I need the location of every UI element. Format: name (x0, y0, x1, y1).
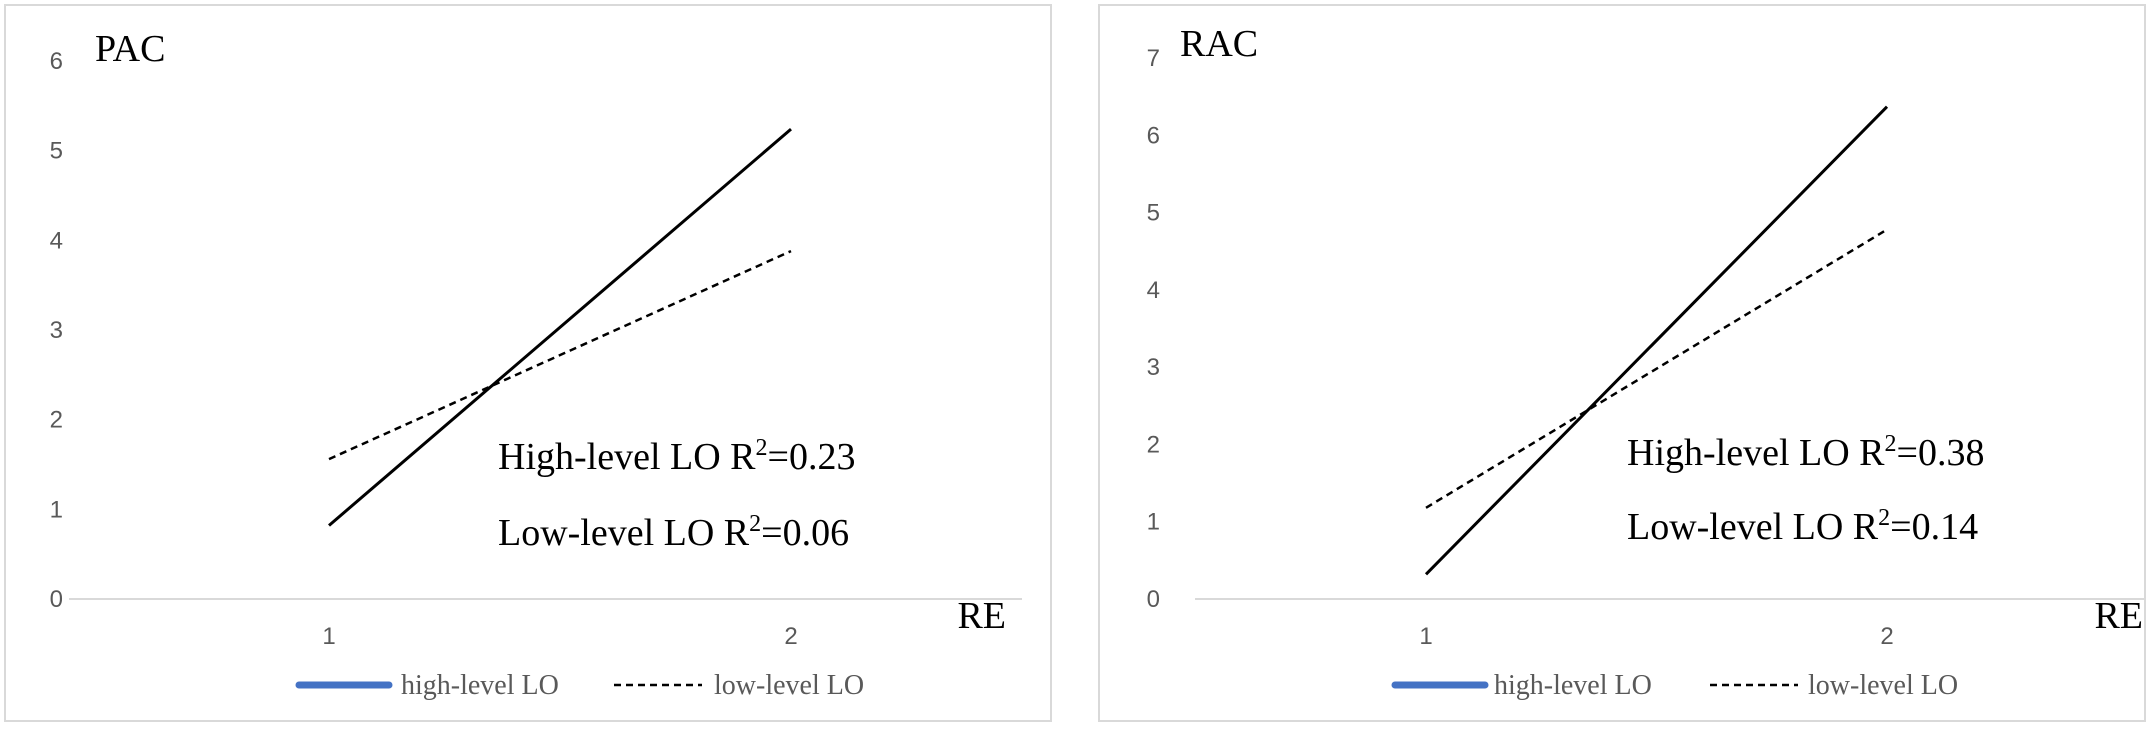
x-axis-title: RE (957, 595, 1006, 637)
r-squared-annotation: Low-level LO R2=0.06 (498, 511, 849, 554)
y-tick-label: 7 (1147, 45, 1160, 72)
chart-panel-pac: 0 1 2 3 4 5 6 1 2 PAC RE High-level LO R2=0.23 Low-l… (4, 4, 1052, 722)
legend-label-high-level: high-level LO (401, 670, 559, 701)
y-tick-label: 1 (50, 496, 63, 523)
x-tick-label: 2 (784, 623, 797, 650)
y-tick-label: 5 (50, 138, 63, 165)
x-tick-label: 2 (1880, 623, 1893, 650)
r-squared-annotation: High-level LO R2=0.23 (498, 435, 855, 478)
y-tick-label: 6 (1147, 122, 1160, 149)
r-squared-annotation: High-level LO R2=0.38 (1627, 431, 1984, 474)
annotation-suffix: =0.23 (768, 436, 856, 478)
annotation-prefix: High-level LO R (498, 436, 756, 478)
y-tick-label: 2 (50, 407, 63, 434)
annotation-superscript: 2 (756, 435, 768, 461)
x-axis-title: RE (2094, 595, 2143, 637)
y-tick-label: 4 (50, 227, 63, 254)
x-tick-label: 1 (1419, 623, 1432, 650)
annotation-suffix: =0.38 (1897, 432, 1985, 474)
legend-label-low-level: low-level LO (714, 670, 864, 701)
y-tick-label: 3 (1147, 354, 1160, 381)
y-axis-title: PAC (95, 28, 165, 70)
annotation-superscript: 2 (1878, 505, 1890, 531)
annotation-superscript: 2 (1885, 431, 1897, 457)
chart-panel-rac: 0 1 2 3 4 5 6 7 1 2 RAC RE High-level LO R2=0.38 Low-… (1098, 4, 2146, 722)
y-tick-label: 2 (1147, 431, 1160, 458)
y-tick-label: 3 (50, 317, 63, 344)
legend-label-high-level: high-level LO (1494, 670, 1652, 701)
annotation-prefix: Low-level LO R (1627, 506, 1879, 548)
annotation-prefix: High-level LO R (1627, 432, 1885, 474)
legend-label-low-level: low-level LO (1808, 670, 1958, 701)
y-axis-title: RAC (1180, 23, 1258, 65)
annotation-prefix: Low-level LO R (498, 512, 750, 554)
series-line-low-level (1425, 228, 1888, 509)
y-tick-label: 0 (1147, 586, 1160, 613)
y-tick-label: 6 (50, 48, 63, 75)
annotation-suffix: =0.06 (761, 512, 849, 554)
r-squared-annotation: Low-level LO R2=0.14 (1627, 505, 1978, 548)
series-line-high-level (1424, 105, 1889, 576)
y-tick-label: 5 (1147, 200, 1160, 227)
x-tick-label: 1 (322, 623, 335, 650)
y-tick-label: 0 (50, 586, 63, 613)
series-line-high-level (328, 128, 792, 527)
y-tick-label: 1 (1147, 509, 1160, 536)
annotation-superscript: 2 (749, 511, 761, 537)
series-line-low-level (328, 249, 792, 461)
y-tick-label: 4 (1147, 277, 1160, 304)
annotation-suffix: =0.14 (1890, 506, 1978, 548)
